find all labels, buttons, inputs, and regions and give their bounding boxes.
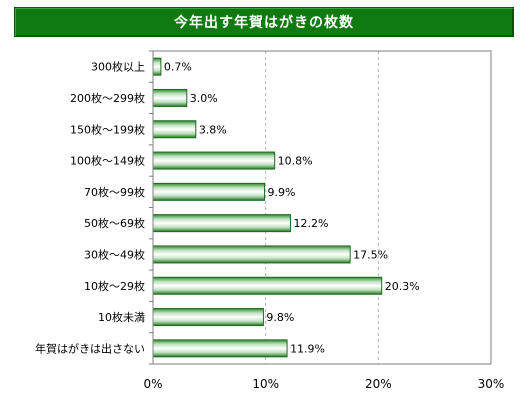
value-label: 11.9% [290,342,325,355]
x-tick-label: 0% [143,377,162,391]
value-label: 9.9% [268,186,296,199]
value-label: 20.3% [385,280,420,293]
category-label: 年賀はがきは出さない [35,341,145,355]
bar [152,120,197,139]
category-label: 30枚～49枚 [84,247,145,261]
value-label: 3.8% [199,123,227,136]
x-tick-label: 10% [252,377,279,391]
category-label: 200枚～299枚 [70,91,145,105]
bar [152,214,291,233]
category-label: 70枚～99枚 [84,185,145,199]
title-bar: 今年出す年賀はがきの枚数 [14,7,514,37]
value-label: 0.7% [164,61,192,74]
bar [152,245,351,264]
bar [152,308,264,327]
bar [152,276,383,295]
category-label: 10枚未満 [98,310,145,324]
x-tick-label: 30% [478,377,505,391]
value-label: 12.2% [293,217,328,230]
bar [152,57,162,76]
category-label: 150枚～199枚 [70,122,145,136]
value-label: 10.8% [278,155,313,168]
chart-title: 今年出す年賀はがきの枚数 [174,15,354,31]
category-label: 300枚以上 [91,60,145,74]
bar [152,88,188,107]
value-label: 3.0% [190,92,218,105]
bar [152,182,266,201]
value-label: 17.5% [353,248,388,261]
x-tick-label: 20% [365,377,392,391]
value-label: 9.8% [266,311,294,324]
category-label: 50枚～69枚 [84,216,145,230]
category-label: 100枚～149枚 [70,154,145,168]
bar [152,151,276,170]
category-label: 10枚～29枚 [84,279,145,293]
bar [152,339,288,358]
